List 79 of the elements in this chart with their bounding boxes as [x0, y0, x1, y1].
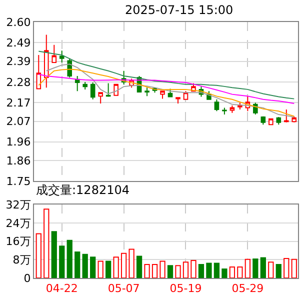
- candlestick: [44, 34, 49, 88]
- x-tick-label: 04-22: [46, 282, 78, 296]
- bar: [190, 260, 196, 278]
- candlestick: [98, 92, 103, 104]
- line-series: [38, 50, 295, 100]
- bar: [136, 256, 142, 278]
- bar: [36, 233, 42, 278]
- bar: [66, 240, 72, 278]
- bar: [276, 264, 282, 278]
- bar: [106, 260, 112, 278]
- bar: [222, 268, 228, 278]
- y-tick-label: 8万: [12, 253, 31, 266]
- x-tick-label: 05-07: [108, 282, 140, 296]
- bar: [128, 248, 134, 278]
- bar: [175, 265, 181, 278]
- bar: [51, 231, 57, 278]
- candlestick: [230, 105, 235, 114]
- candlestick: [82, 81, 88, 90]
- candlestick: [260, 116, 266, 126]
- bar: [252, 258, 258, 278]
- bar: [214, 262, 220, 278]
- bar: [291, 258, 297, 278]
- candlestick: [106, 82, 111, 98]
- y-tick-label: 2.28: [6, 76, 31, 89]
- bar: [268, 262, 274, 278]
- chart-title: 成交量:1282104: [36, 183, 130, 197]
- candlestick: [284, 108, 289, 123]
- y-tick-label: 2.07: [6, 115, 31, 128]
- bar: [284, 258, 290, 278]
- candlestick: [168, 88, 173, 98]
- candlestick: [90, 82, 96, 100]
- candlestick: [268, 118, 274, 126]
- bar: [152, 264, 158, 278]
- bar: [237, 266, 243, 278]
- y-tick-label: 0: [24, 272, 31, 285]
- y-tick-label: 32万: [6, 198, 31, 212]
- bar: [120, 252, 127, 278]
- bar: [59, 246, 65, 278]
- y-tick-label: 1.96: [6, 136, 31, 149]
- y-tick-label: 2.49: [6, 36, 31, 50]
- bar: [244, 258, 250, 278]
- y-tick-label: 2.17: [6, 96, 31, 110]
- bar: [144, 264, 150, 278]
- y-tick-label: 24万: [6, 216, 31, 230]
- candlestick: [238, 102, 242, 110]
- bar: [113, 256, 119, 278]
- y-tick-label: 2.60: [6, 16, 31, 29]
- bar: [167, 265, 174, 278]
- bar: [82, 254, 88, 278]
- candlestick: [144, 87, 150, 97]
- bar: [206, 262, 212, 278]
- y-tick-label: 2.39: [6, 55, 31, 68]
- y-tick-label: 16万: [6, 235, 31, 248]
- x-tick-label: 05-19: [170, 282, 202, 296]
- candlestick: [114, 84, 118, 96]
- bar: [229, 266, 236, 278]
- line-series: [38, 74, 295, 104]
- x-tick-label: 05-29: [232, 282, 264, 296]
- candlestick: [176, 97, 180, 104]
- candlestick: [214, 98, 220, 112]
- bar: [182, 262, 189, 278]
- candlestick: [276, 116, 282, 126]
- bar: [198, 264, 204, 278]
- bar: [44, 208, 50, 278]
- candlestick: [36, 54, 42, 90]
- candlestick: [292, 116, 297, 123]
- y-tick-label: 1.86: [6, 154, 31, 168]
- candlestick: [74, 75, 80, 92]
- bar: [98, 260, 104, 278]
- bar: [260, 257, 266, 278]
- y-tick-label: 1.75: [6, 175, 31, 188]
- candlestick: [160, 90, 165, 100]
- candlestick: [222, 107, 227, 116]
- bar: [74, 252, 80, 278]
- bar: [90, 256, 96, 278]
- candlestick: [52, 44, 57, 64]
- chart-title: 2025-07-15 15:00: [125, 3, 234, 17]
- bar: [160, 260, 166, 278]
- candlestick: [59, 50, 64, 63]
